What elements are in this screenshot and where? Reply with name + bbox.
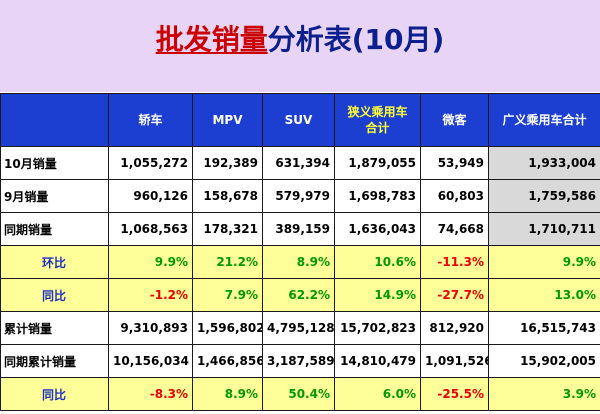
sales-table: 轿车 MPV SUV 狭义乘用车合计 微客 广义乘用车合计 10月销量 1,055,272 19… bbox=[0, 93, 600, 411]
column-header: SUV bbox=[262, 93, 335, 147]
row-label: 同期销量 bbox=[0, 212, 109, 246]
table-cell: 1,466,856 bbox=[192, 344, 263, 378]
header-corner bbox=[0, 93, 109, 147]
column-header: 轿车 bbox=[108, 93, 193, 147]
column-header: 狭义乘用车 合计 bbox=[334, 93, 421, 147]
table-cell: 16,515,743 bbox=[488, 311, 600, 345]
table-cell: 8.9% bbox=[262, 245, 335, 279]
table-row: 10月销量 1,055,272 192,389 631,394 1,879,055 53,… bbox=[0, 146, 600, 180]
row-label: 同比 bbox=[0, 377, 109, 411]
table-cell: 812,920 bbox=[420, 311, 489, 345]
table-cell: 1,879,055 bbox=[334, 146, 421, 180]
table-cell: 15,902,005 bbox=[488, 344, 600, 378]
column-header-text: 广义乘用车合计 bbox=[502, 113, 587, 127]
header-row: 轿车 MPV SUV 狭义乘用车合计 微客 广义乘用车合计 bbox=[0, 93, 600, 147]
table-cell: 3,187,589 bbox=[262, 344, 335, 378]
row-label: 累计销量 bbox=[0, 311, 109, 345]
title-banner: 批发销量分析表(10月) bbox=[0, 0, 600, 92]
table-cell: 9.9% bbox=[488, 245, 600, 279]
page-title: 批发销量分析表(10月) bbox=[0, 18, 600, 58]
column-header-text: SUV bbox=[284, 113, 313, 127]
table-cell: 192,389 bbox=[192, 146, 263, 180]
table-cell: 14.9% bbox=[334, 278, 421, 312]
table-cell: 1,068,563 bbox=[108, 212, 193, 246]
row-label: 同比 bbox=[0, 278, 109, 312]
table-cell: 9.9% bbox=[108, 245, 193, 279]
table-cell: 14,810,479 bbox=[334, 344, 421, 378]
row-label: 环比 bbox=[0, 245, 109, 279]
table-cell: 158,678 bbox=[192, 179, 263, 213]
column-header-text: 轿车 bbox=[138, 113, 163, 127]
table-cell: 53,949 bbox=[420, 146, 489, 180]
table-cell: 3.9% bbox=[488, 377, 600, 411]
table-cell: 1,759,586 bbox=[488, 179, 600, 213]
column-header-text: MPV bbox=[212, 113, 243, 127]
table-cell: 631,394 bbox=[262, 146, 335, 180]
table-cell: -11.3% bbox=[420, 245, 489, 279]
table-cell: 4,795,128 bbox=[262, 311, 335, 345]
table-cell: 15,702,823 bbox=[334, 311, 421, 345]
table-row: 累计销量 9,310,893 1,596,802 4,795,128 15,702,82… bbox=[0, 311, 600, 345]
table-cell: 74,668 bbox=[420, 212, 489, 246]
table-cell: 50.4% bbox=[262, 377, 335, 411]
table-cell: 960,126 bbox=[108, 179, 193, 213]
column-header: MPV bbox=[192, 93, 263, 147]
column-header: 微客 bbox=[420, 93, 489, 147]
column-header-text: 狭义乘用车 bbox=[347, 105, 408, 119]
table-cell: 10.6% bbox=[334, 245, 421, 279]
table-cell: 60,803 bbox=[420, 179, 489, 213]
table-cell: -8.3% bbox=[108, 377, 193, 411]
title-rest: 分析表(10月) bbox=[267, 23, 445, 56]
table-cell: -27.7% bbox=[420, 278, 489, 312]
table-row: 同期累计销量 10,156,034 1,466,856 3,187,589 14,810… bbox=[0, 344, 600, 378]
column-header-text: 合计 bbox=[365, 121, 390, 135]
table-cell: 178,321 bbox=[192, 212, 263, 246]
table-cell: 1,710,711 bbox=[488, 212, 600, 246]
table-row: 环比 9.9% 21.2% 8.9% 10.6% -11.3% 9.9% bbox=[0, 245, 600, 279]
table-cell: 389,159 bbox=[262, 212, 335, 246]
table-cell: 1,091,526 bbox=[420, 344, 489, 378]
row-label: 10月销量 bbox=[0, 146, 109, 180]
table-cell: 13.0% bbox=[488, 278, 600, 312]
row-label: 同期累计销量 bbox=[0, 344, 109, 378]
table-cell: -1.2% bbox=[108, 278, 193, 312]
table-cell: 579,979 bbox=[262, 179, 335, 213]
table-cell: 1,933,004 bbox=[488, 146, 600, 180]
table-row: 同比 -8.3% 8.9% 50.4% 6.0% -25.5% 3.9% bbox=[0, 377, 600, 411]
table-cell: -25.5% bbox=[420, 377, 489, 411]
table-row: 9月销量 960,126 158,678 579,979 1,698,783 60,803… bbox=[0, 179, 600, 213]
table-cell: 7.9% bbox=[192, 278, 263, 312]
table-cell: 1,636,043 bbox=[334, 212, 421, 246]
table-cell: 6.0% bbox=[334, 377, 421, 411]
table-cell: 62.2% bbox=[262, 278, 335, 312]
row-label: 9月销量 bbox=[0, 179, 109, 213]
table-cell: 8.9% bbox=[192, 377, 263, 411]
table-row: 同期销量 1,068,563 178,321 389,159 1,636,043 74,6… bbox=[0, 212, 600, 246]
table-cell: 10,156,034 bbox=[108, 344, 193, 378]
table-cell: 21.2% bbox=[192, 245, 263, 279]
column-header: 广义乘用车合计 bbox=[488, 93, 600, 147]
table-cell: 9,310,893 bbox=[108, 311, 193, 345]
table-row: 同比 -1.2% 7.9% 62.2% 14.9% -27.7% 13.0% bbox=[0, 278, 600, 312]
column-header-text: 微客 bbox=[442, 113, 467, 127]
table-cell: 1,596,802 bbox=[192, 311, 263, 345]
title-highlight: 批发销量 bbox=[155, 23, 268, 56]
table-cell: 1,698,783 bbox=[334, 179, 421, 213]
table-cell: 1,055,272 bbox=[108, 146, 193, 180]
